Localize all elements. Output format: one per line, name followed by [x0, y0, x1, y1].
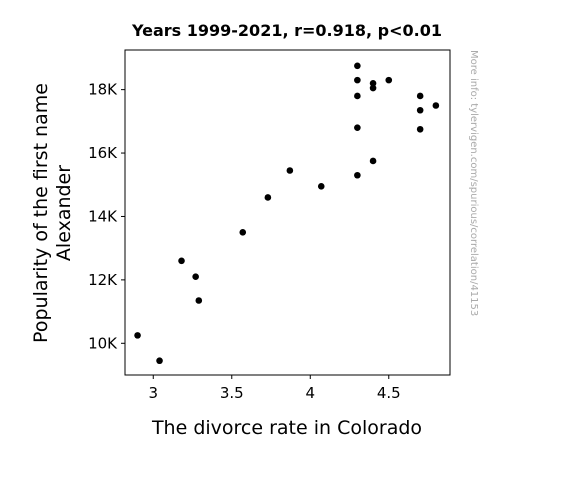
y-tick-label: 16K [88, 144, 118, 162]
data-points [134, 62, 440, 365]
scatter-point [354, 92, 361, 100]
scatter-point [354, 62, 361, 70]
y-tick-label: 12K [88, 271, 118, 289]
scatter-point [385, 76, 393, 84]
y-tick-label: 10K [88, 334, 118, 352]
y-tick-label: 18K [88, 81, 118, 99]
scatter-point [264, 194, 272, 201]
x-tick-label: 3 [148, 384, 158, 402]
scatter-point [192, 273, 199, 281]
scatter-point [416, 125, 424, 133]
scatter-point [156, 357, 163, 365]
scatter-point [286, 167, 294, 174]
watermark-text: More info: tylervigen.com/spurious/corre… [468, 50, 479, 316]
y-axis-label-line-2: Alexander [53, 165, 75, 261]
scatter-point [416, 92, 424, 100]
scatter-point [369, 84, 377, 92]
y-axis-label-line-1: Popularity of the first name [30, 83, 52, 343]
scatter-point [416, 106, 424, 114]
x-axis-label: The divorce rate in Colorado [151, 417, 422, 439]
y-axis-label: Popularity of the first name Alexander [30, 83, 75, 343]
scatter-point [432, 102, 440, 109]
scatter-point [317, 183, 325, 190]
x-tick-label: 3.5 [220, 384, 244, 402]
scatter-point [354, 171, 361, 179]
chart-title: Years 1999-2021, r=0.918, p<0.01 [131, 21, 442, 40]
x-tick-label: 4 [305, 384, 315, 402]
scatter-point [354, 124, 361, 131]
scatter-point [354, 76, 361, 84]
scatter-point [178, 257, 185, 265]
scatter-point [369, 157, 377, 165]
scatter-point [195, 297, 203, 304]
scatter-point [369, 79, 377, 87]
x-axis: 3 3.5 4 4.5 [148, 375, 401, 402]
plot-frame [124, 49, 451, 376]
y-tick-label: 14K [88, 207, 118, 225]
x-tick-label: 4.5 [377, 384, 401, 402]
scatter-point [239, 229, 247, 236]
y-axis: 10K 12K 14K 16K 18K [88, 81, 125, 352]
scatter-point [134, 332, 141, 339]
